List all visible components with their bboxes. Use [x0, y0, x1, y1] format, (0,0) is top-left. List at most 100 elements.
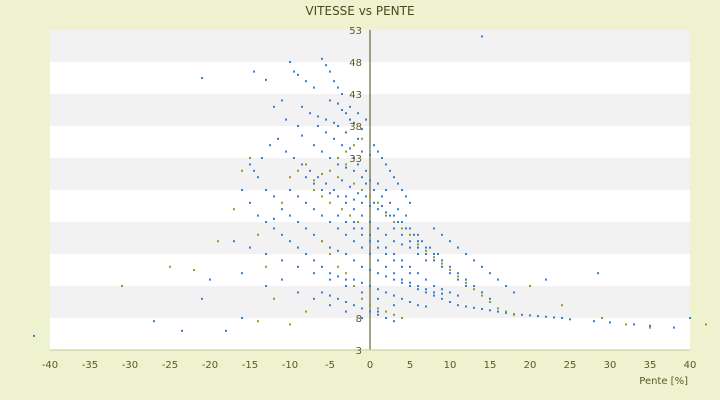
data-point-series-2 [321, 240, 323, 243]
data-point-series-1 [437, 253, 439, 255]
data-point-series-1 [397, 182, 399, 185]
data-point-series-1 [389, 201, 391, 204]
data-point-series-1 [369, 179, 371, 182]
data-point-series-1 [465, 278, 467, 281]
data-point-series-1 [337, 86, 339, 89]
data-point-series-1 [325, 118, 327, 121]
data-point-series-1 [369, 240, 371, 243]
data-point-series-1 [313, 233, 315, 236]
data-point-series-1 [405, 227, 407, 230]
data-point-series-1 [393, 227, 395, 230]
x-tick-label: -5 [325, 360, 335, 371]
data-point-series-1 [313, 259, 315, 262]
data-point-series-1 [441, 265, 443, 268]
data-point-series-1 [473, 306, 475, 309]
data-point-series-1 [465, 253, 467, 255]
data-point-series-1 [313, 182, 315, 185]
data-point-series-2 [705, 323, 707, 326]
data-point-series-1 [377, 288, 379, 291]
data-point-series-1 [265, 285, 267, 287]
data-point-series-1 [329, 272, 331, 275]
data-point-series-1 [329, 246, 331, 249]
data-point-series-1 [365, 169, 367, 172]
data-point-series-1 [361, 201, 363, 204]
data-point-series-1 [345, 253, 347, 255]
x-tick-label: -15 [242, 360, 258, 371]
data-point-series-1 [297, 291, 299, 294]
data-point-series-1 [345, 278, 347, 281]
data-point-series-1 [265, 189, 267, 191]
data-point-series-2 [489, 301, 491, 303]
data-point-series-1 [497, 310, 499, 313]
data-point-series-1 [281, 259, 283, 262]
data-point-series-1 [513, 291, 515, 294]
data-point-series-2 [649, 326, 651, 329]
data-point-series-1 [373, 201, 375, 204]
x-tick-label: 40 [684, 360, 697, 371]
data-point-series-1 [329, 304, 331, 307]
data-point-series-1 [329, 221, 331, 223]
data-point-series-1 [337, 163, 339, 166]
data-point-series-1 [333, 189, 335, 191]
data-point-series-1 [377, 182, 379, 185]
data-point-series-2 [393, 313, 395, 316]
data-point-series-1 [505, 285, 507, 287]
data-point-series-1 [389, 214, 391, 217]
y-tick-label: 53 [349, 26, 362, 37]
data-point-series-2 [313, 189, 315, 191]
data-point-series-2 [377, 201, 379, 204]
data-point-series-1 [409, 265, 411, 268]
data-point-series-1 [361, 233, 363, 236]
data-point-series-1 [521, 313, 523, 316]
data-point-series-1 [301, 134, 303, 137]
data-point-series-1 [249, 201, 251, 204]
data-point-series-1 [593, 320, 595, 323]
x-tick-label: 20 [524, 360, 537, 371]
data-point-series-1 [433, 259, 435, 262]
data-point-series-1 [273, 217, 275, 220]
data-point-series-1 [489, 272, 491, 275]
data-point-series-1 [289, 61, 291, 63]
data-point-series-1 [369, 310, 371, 313]
data-point-series-1 [309, 169, 311, 172]
data-point-series-1 [377, 150, 379, 153]
data-point-series-1 [393, 259, 395, 262]
data-point-series-1 [689, 317, 691, 319]
data-point-series-1 [345, 195, 347, 198]
data-point-series-1 [373, 144, 375, 147]
data-point-series-2 [505, 310, 507, 313]
data-point-series-1 [449, 265, 451, 268]
data-point-series-1 [377, 259, 379, 262]
data-point-series-1 [649, 324, 651, 327]
data-point-series-1 [325, 182, 327, 185]
data-point-series-1 [385, 246, 387, 249]
data-point-series-1 [293, 157, 295, 159]
data-point-series-1 [361, 176, 363, 179]
data-point-series-1 [377, 310, 379, 313]
data-point-series-2 [169, 265, 171, 268]
data-point-series-1 [441, 297, 443, 300]
data-point-series-1 [393, 240, 395, 243]
data-point-series-1 [401, 281, 403, 284]
data-point-series-1 [401, 221, 403, 223]
data-point-series-2 [349, 214, 351, 217]
data-point-series-1 [409, 246, 411, 249]
data-point-series-1 [313, 86, 315, 89]
data-point-series-1 [337, 249, 339, 252]
data-point-series-1 [257, 176, 259, 179]
data-point-series-1 [385, 291, 387, 294]
data-point-series-1 [393, 176, 395, 179]
x-axis-label: Pente [%] [639, 376, 688, 387]
x-tick-label: -40 [42, 360, 58, 371]
data-point-series-1 [377, 272, 379, 275]
data-point-series-1 [353, 157, 355, 159]
data-point-series-1 [357, 163, 359, 166]
data-point-series-1 [673, 326, 675, 329]
data-point-series-2 [457, 275, 459, 278]
data-point-series-2 [337, 157, 339, 159]
data-point-series-2 [401, 227, 403, 230]
data-point-series-1 [33, 334, 35, 337]
data-point-series-1 [425, 246, 427, 249]
data-point-series-1 [409, 272, 411, 275]
data-point-series-1 [457, 278, 459, 281]
